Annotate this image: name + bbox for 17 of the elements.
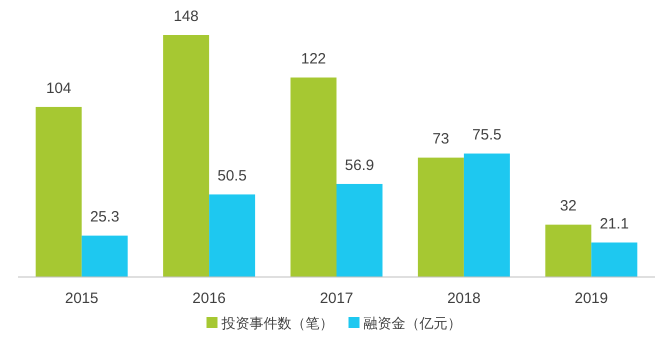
x-tick-label: 2019 — [574, 290, 608, 307]
data-label: 104 — [46, 80, 72, 97]
legend-label: 融资金（亿元） — [364, 315, 462, 331]
legend-label: 投资事件数（笔） — [220, 315, 334, 331]
data-label: 122 — [300, 50, 326, 68]
data-label: 32 — [560, 198, 577, 215]
data-label: 21.1 — [600, 216, 629, 232]
x-tick-label: 2016 — [192, 290, 226, 307]
data-label: 56.9 — [344, 156, 374, 174]
data-label: 73 — [432, 130, 450, 148]
x-tick-label: 2017 — [320, 290, 354, 307]
data-label: 148 — [174, 8, 199, 25]
data-label: 75.5 — [472, 126, 502, 144]
data-label: 25.3 — [90, 208, 120, 226]
x-tick-label: 2015 — [65, 290, 98, 307]
data-label: 50.5 — [218, 167, 247, 184]
x-tick-label: 2018 — [447, 290, 481, 307]
